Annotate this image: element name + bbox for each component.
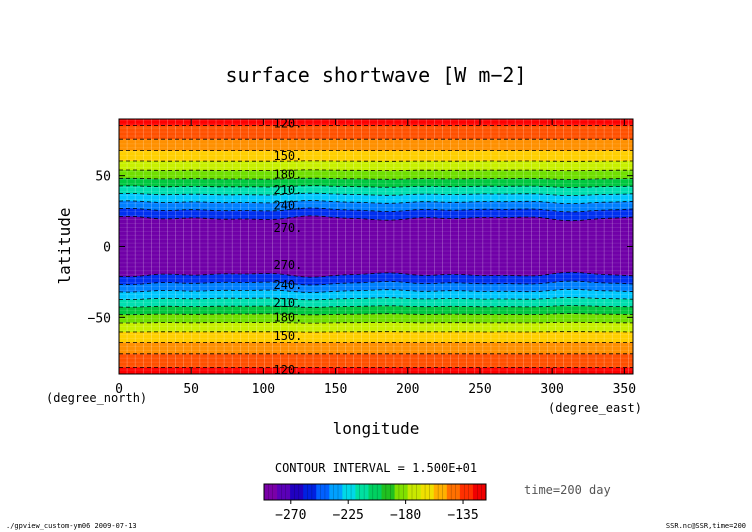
y-units-label: (degree_north) (46, 391, 147, 405)
contour-label: 270. (273, 221, 302, 235)
contour-north-225 (119, 192, 633, 196)
colorbar-swatch (459, 484, 474, 500)
x-tick-label: 50 (183, 382, 199, 397)
x-axis-label: longitude (333, 419, 420, 438)
colorbar-swatch (290, 484, 304, 500)
x-tick-label: 300 (540, 382, 563, 397)
contour-south-210 (119, 305, 633, 308)
colorbar-tick-label: −135 (447, 508, 478, 523)
colorbar-swatch (303, 484, 317, 500)
contour-north-195 (119, 177, 633, 180)
chart-title: surface shortwave [W m−2] (225, 63, 526, 87)
colorbar (263, 483, 487, 501)
x-tick-label: 250 (468, 382, 491, 397)
contour-north-255 (119, 207, 633, 213)
colorbar-tick-label: −270 (275, 508, 306, 523)
contour-south-195 (119, 313, 633, 316)
footer-left: ./gpview_custom-ym06 2009-07-13 (6, 522, 137, 530)
colorbar-swatch (407, 484, 422, 500)
y-tick-label: −50 (88, 311, 111, 326)
contour-label: 120. (273, 116, 302, 130)
colorbar-ticks: −270 −225 −180 −135 (275, 500, 479, 523)
colorbar-swatch (355, 484, 369, 500)
y-tick-label: 50 (95, 170, 111, 185)
contour-label: 180. (273, 167, 302, 181)
x-tick-label: 350 (613, 382, 636, 397)
contour-label: 150. (273, 149, 302, 163)
colorbar-swatch (446, 484, 461, 500)
band-north-120 (119, 119, 633, 126)
contour-north-180 (119, 169, 633, 172)
x-units-label: (degree_east) (548, 401, 642, 415)
contour-interval-text: CONTOUR INTERVAL = 1.500E+01 (275, 461, 477, 475)
contour-south-270 (119, 271, 633, 278)
contour-lines (119, 125, 633, 368)
colorbar-frame (263, 483, 487, 501)
y-axis-label: latitude (55, 207, 74, 284)
x-tick-label: 200 (396, 382, 419, 397)
contour-label: 270. (273, 258, 302, 272)
band-south-120 (119, 367, 633, 374)
contour-south-225 (119, 297, 633, 301)
contour-label: 150. (273, 329, 302, 343)
contour-north-270 (119, 215, 633, 222)
contour-south-180 (119, 321, 633, 324)
colorbar-swatch (342, 484, 356, 500)
colorbar-swatch (394, 484, 409, 500)
contour-label: 240. (273, 278, 302, 292)
x-tick-label: 0 (115, 382, 123, 397)
contour-label: 120. (273, 363, 302, 377)
contour-label: 240. (273, 198, 302, 212)
colorbar-swatch (368, 484, 383, 500)
colorbar-swatch (381, 484, 396, 500)
contour-south-255 (119, 280, 633, 286)
contour-north-240 (119, 200, 633, 204)
colorbar-swatch (316, 484, 330, 500)
colorbar-swatch (329, 484, 343, 500)
time-label: time=200 day (524, 483, 611, 497)
y-tick-label: 0 (103, 241, 111, 256)
x-tick-label: 100 (252, 382, 275, 397)
colorbar-swatch (420, 484, 435, 500)
x-tick-label: 150 (324, 382, 347, 397)
colorbar-swatch (472, 484, 487, 500)
contour-north-210 (119, 185, 633, 188)
y-axis: 50 0 −50 (88, 170, 633, 326)
colorbar-swatch (433, 484, 448, 500)
contour-south-240 (119, 289, 633, 293)
x-axis: 0 50 100 150 200 250 300 350 (115, 119, 636, 397)
contour-label: 210. (273, 183, 302, 197)
footer-right: SSR.nc@SSR,time=200 (666, 522, 746, 530)
contour-labels: 120.150.180.210.240.270.270.240.210.180.… (273, 116, 302, 377)
colorbar-tick-label: −225 (333, 508, 364, 523)
colorbar-swatch (264, 484, 278, 500)
colorbar-tick-label: −180 (390, 508, 421, 523)
colorbar-swatch (277, 484, 291, 500)
contour-label: 180. (273, 310, 302, 324)
contour-label: 210. (273, 296, 302, 310)
